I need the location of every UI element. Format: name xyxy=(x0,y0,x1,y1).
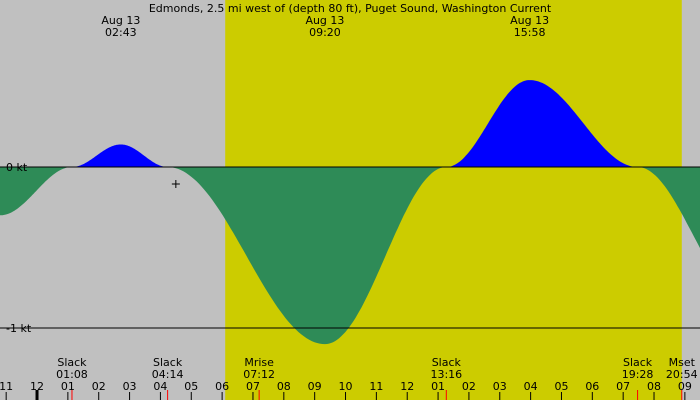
y-tick-label-1: -1 kt xyxy=(6,322,32,335)
x-tick-label-18: 05 xyxy=(554,380,568,393)
x-tick-label-15: 02 xyxy=(462,380,476,393)
event-time-2: 07:12 xyxy=(243,368,275,381)
flood-area xyxy=(0,80,700,167)
event-time-0: 01:08 xyxy=(56,368,88,381)
extrema-date-2: Aug 13 xyxy=(510,14,549,27)
event-name-2: Mrise xyxy=(244,356,274,369)
extrema-date-1: Aug 13 xyxy=(305,14,344,27)
extrema-date-0: Aug 13 xyxy=(101,14,140,27)
x-tick-label-10: 09 xyxy=(308,380,322,393)
x-tick-label-20: 07 xyxy=(616,380,630,393)
event-name-1: Slack xyxy=(153,356,183,369)
y-tick-label-0: 0 kt xyxy=(6,161,28,174)
x-tick-label-2: 01 xyxy=(61,380,75,393)
event-time-5: 20:54 xyxy=(666,368,698,381)
event-labels: Slack01:08Slack04:14Mrise07:12Slack13:16… xyxy=(56,356,698,400)
x-tick-label-21: 08 xyxy=(647,380,661,393)
x-tick-label-12: 11 xyxy=(369,380,383,393)
extrema-time-1: 09:20 xyxy=(309,26,341,39)
x-tick-label-11: 10 xyxy=(339,380,353,393)
event-time-3: 13:16 xyxy=(430,368,462,381)
event-time-4: 19:28 xyxy=(622,368,654,381)
event-name-0: Slack xyxy=(57,356,87,369)
x-tick-label-9: 08 xyxy=(277,380,291,393)
axis-lines: 0 kt -1 kt xyxy=(0,161,700,335)
x-tick-label-8: 07 xyxy=(246,380,260,393)
x-tick-label-3: 02 xyxy=(92,380,106,393)
x-tick-label-19: 06 xyxy=(585,380,599,393)
x-tick-label-16: 03 xyxy=(493,380,507,393)
current-area xyxy=(0,80,700,345)
x-tick-label-14: 01 xyxy=(431,380,445,393)
x-tick-label-13: 12 xyxy=(400,380,414,393)
x-tick-label-17: 04 xyxy=(524,380,538,393)
x-tick-label-7: 06 xyxy=(215,380,229,393)
event-name-4: Slack xyxy=(623,356,653,369)
x-tick-label-6: 05 xyxy=(184,380,198,393)
crosshair-marker xyxy=(171,180,180,188)
chart-title: Edmonds, 2.5 mi west of (depth 80 ft), P… xyxy=(149,2,552,15)
event-name-5: Mset xyxy=(669,356,696,369)
event-time-1: 04:14 xyxy=(152,368,184,381)
x-tick-label-0: 11 xyxy=(0,380,13,393)
x-tick-label-5: 04 xyxy=(153,380,167,393)
x-tick-label-1: 12 xyxy=(30,380,44,393)
extrema-time-0: 02:43 xyxy=(105,26,137,39)
x-tick-label-4: 03 xyxy=(123,380,137,393)
event-name-3: Slack xyxy=(432,356,462,369)
x-axis: 11 12 01 02 03 04 05 06 07 08 09 10 11 12 01 02 03 04 05 06… xyxy=(0,380,692,400)
x-tick-label-22: 09 xyxy=(678,380,692,393)
extrema-time-2: 15:58 xyxy=(514,26,546,39)
ebb-area xyxy=(0,167,700,345)
